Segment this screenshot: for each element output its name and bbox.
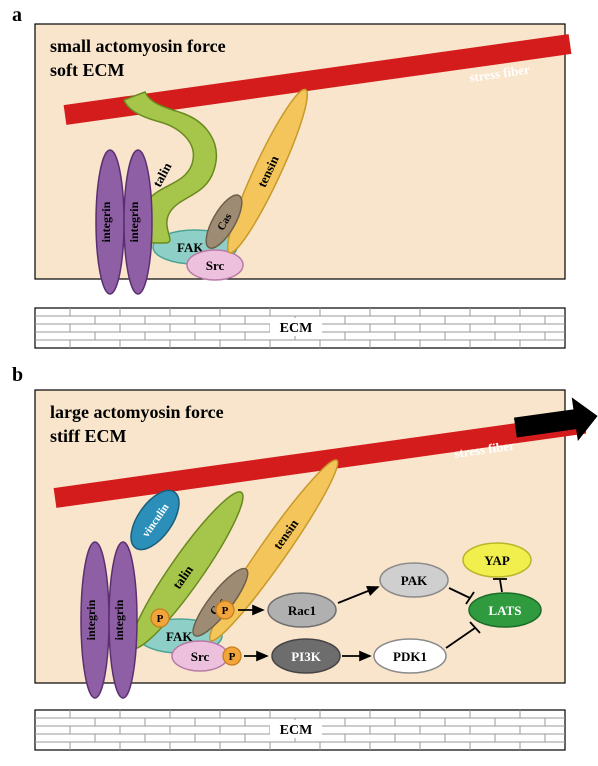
panel-b-letter: b <box>12 364 23 387</box>
figure: a <box>0 0 598 766</box>
panel-a-title1: small actomyosin force <box>50 36 226 56</box>
integrin-left-a: integrin <box>96 150 124 294</box>
src-label-a: Src <box>206 258 225 273</box>
integrin-label-b1: integrin <box>84 599 98 640</box>
panel-a-svg: ECM small actomyosin force soft ECM stre… <box>0 0 598 360</box>
integrin-label-a2: integrin <box>127 201 141 242</box>
src-label-b: Src <box>191 649 210 664</box>
phospho-3: P <box>223 647 241 665</box>
ecm-label-b: ECM <box>280 723 313 738</box>
integrin-label-a1: integrin <box>99 201 113 242</box>
panel-a: a <box>0 0 598 360</box>
phospho-1: P <box>151 609 169 627</box>
yap-label: YAP <box>484 553 510 568</box>
panel-a-letter: a <box>12 4 22 27</box>
integrin-left-b: integrin <box>81 542 109 698</box>
pi3k-label: PI3K <box>291 649 322 664</box>
panel-b-title2: stiff ECM <box>50 426 126 446</box>
panel-a-title2: soft ECM <box>50 60 125 80</box>
rac1-label: Rac1 <box>288 603 316 618</box>
integrin-right-a: integrin <box>124 150 152 294</box>
svg-text:P: P <box>157 613 164 625</box>
ecm-band-a: ECM <box>35 308 565 348</box>
integrin-label-b2: integrin <box>112 599 126 640</box>
ecm-label-a: ECM <box>280 321 313 336</box>
panel-b-svg: ECM large actomyosin force stiff ECM str… <box>0 360 598 766</box>
svg-text:P: P <box>222 605 229 617</box>
panel-b-title1: large actomyosin force <box>50 402 224 422</box>
panel-b: b <box>0 360 598 766</box>
ecm-band-b: ECM <box>35 710 565 750</box>
lats-label: LATS <box>489 603 522 618</box>
phospho-2: P <box>216 601 234 619</box>
pak-label: PAK <box>401 573 428 588</box>
svg-text:P: P <box>229 651 236 663</box>
pdk1-label: PDK1 <box>393 649 427 664</box>
integrin-right-b: integrin <box>109 542 137 698</box>
